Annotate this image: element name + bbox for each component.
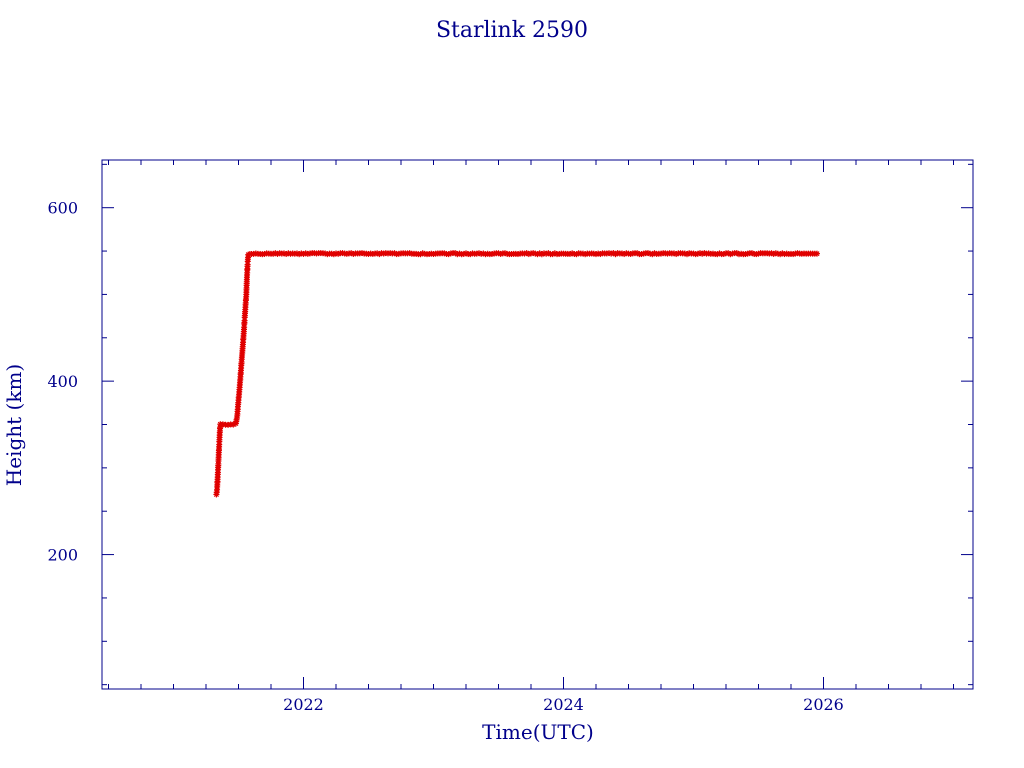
x-axis-label: Time(UTC) [482, 720, 594, 744]
series-trace [216, 254, 817, 494]
y-tick-label: 600 [47, 199, 78, 218]
plot-area [213, 250, 820, 497]
x-axis: 2022 2024 2026 [109, 160, 954, 714]
x-tick-label: 2024 [543, 695, 584, 714]
y-axis-label: Height (km) [2, 364, 26, 486]
data-point [814, 251, 820, 257]
x-tick-label: 2026 [803, 695, 844, 714]
y-tick-label: 400 [47, 372, 78, 391]
chart-title: Starlink 2590 [436, 18, 588, 43]
y-tick-label: 200 [47, 546, 78, 565]
x-tick-label: 2022 [283, 695, 324, 714]
y-axis: 200 400 600 [47, 164, 973, 684]
